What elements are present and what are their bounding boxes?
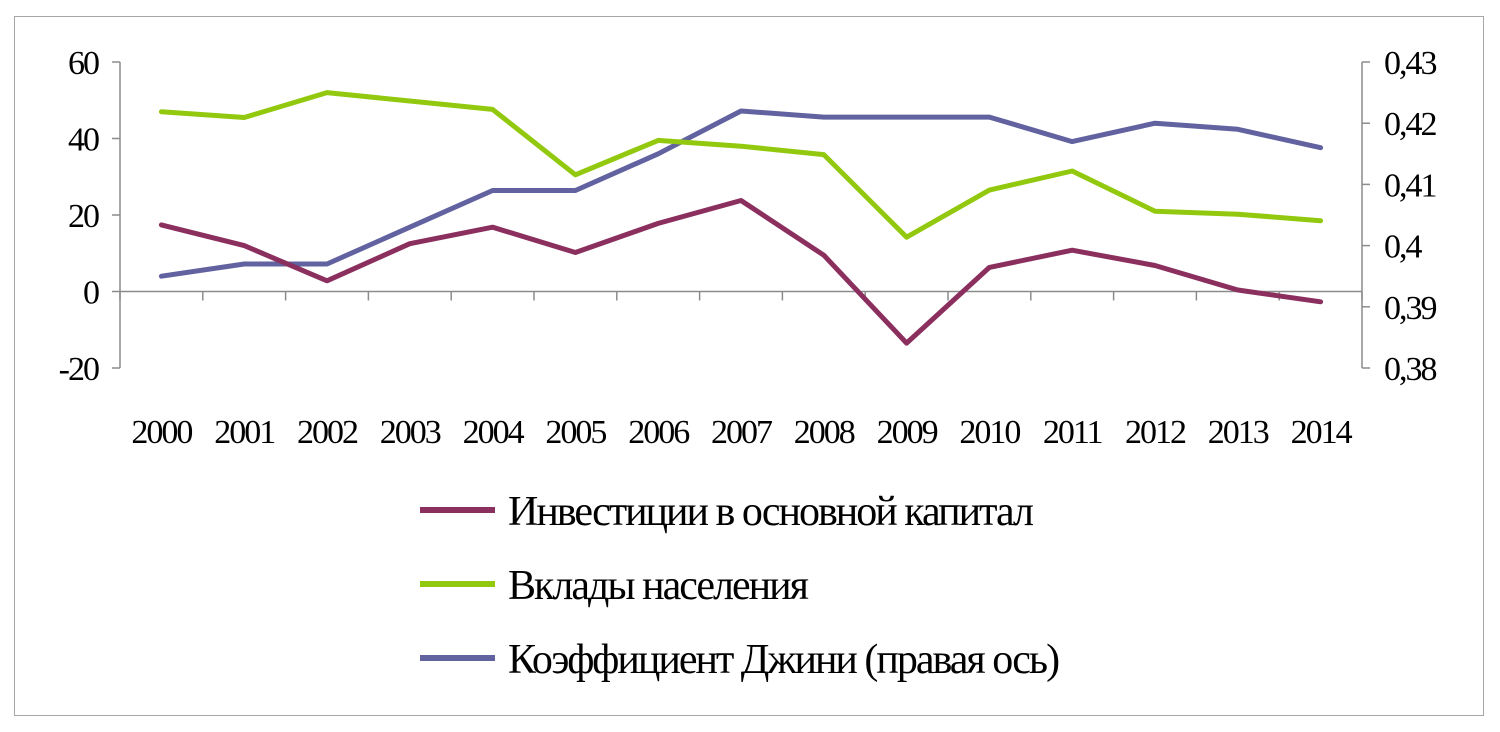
x-axis-tick-label: 2006 — [628, 414, 689, 451]
legend-label: Инвестиции в основной капитал — [508, 489, 1033, 535]
x-axis-tick-label: 2001 — [214, 414, 274, 451]
left-axis-tick-label: 20 — [68, 198, 99, 235]
right-axis-tick-label: 0,38 — [1384, 351, 1437, 388]
chart-frame — [14, 16, 1484, 716]
x-axis-tick-label: 2000 — [131, 414, 192, 451]
chart-series — [158, 90, 1324, 346]
legend-label: Вклады населения — [508, 563, 809, 609]
x-axis-tick-label: 2009 — [877, 414, 938, 451]
x-axis-tick-label: 2010 — [959, 414, 1020, 451]
x-axis-tick-label: 2008 — [794, 414, 855, 451]
right-axis-tick-label: 0,39 — [1384, 290, 1437, 327]
x-axis-tick-label: 2011 — [1043, 414, 1102, 451]
x-axis-tick-label: 2013 — [1208, 414, 1269, 451]
right-axis-tick-label: 0,4 — [1384, 229, 1423, 266]
series-line-0 — [158, 198, 1324, 346]
chart-legend: Инвестиции в основной капитал Вклады насе… — [420, 489, 1061, 683]
right-axis-tick-label: 0,43 — [1384, 45, 1437, 82]
x-axis-tick-label: 2004 — [463, 414, 525, 451]
x-axis-tick-label: 2005 — [545, 414, 606, 451]
right-axis-tick-label: 0,41 — [1384, 167, 1436, 204]
x-axis-tick-label: 2012 — [1125, 414, 1186, 451]
x-axis-tick-label: 2014 — [1291, 414, 1353, 451]
series-line-1 — [158, 90, 1324, 240]
x-axis-tick-label: 2002 — [297, 414, 358, 451]
left-axis-tick-label: 60 — [68, 45, 99, 82]
legend-label: Коэффициент Джини (правая ось) — [508, 637, 1059, 683]
x-axis-tick-label: 2007 — [711, 414, 773, 451]
series-line-2 — [158, 108, 1324, 279]
left-axis-tick-label: -20 — [59, 351, 99, 388]
left-axis-tick-label: 40 — [68, 122, 99, 159]
chart-axes: -20 0 20 40 60 0,38 0,39 0,4 0,41 0,42 0,43 2000 200… — [59, 45, 1439, 451]
x-axis-tick-label: 2003 — [380, 414, 441, 451]
left-axis-tick-label: 0 — [83, 275, 99, 312]
right-axis-tick-label: 0,42 — [1384, 106, 1437, 143]
